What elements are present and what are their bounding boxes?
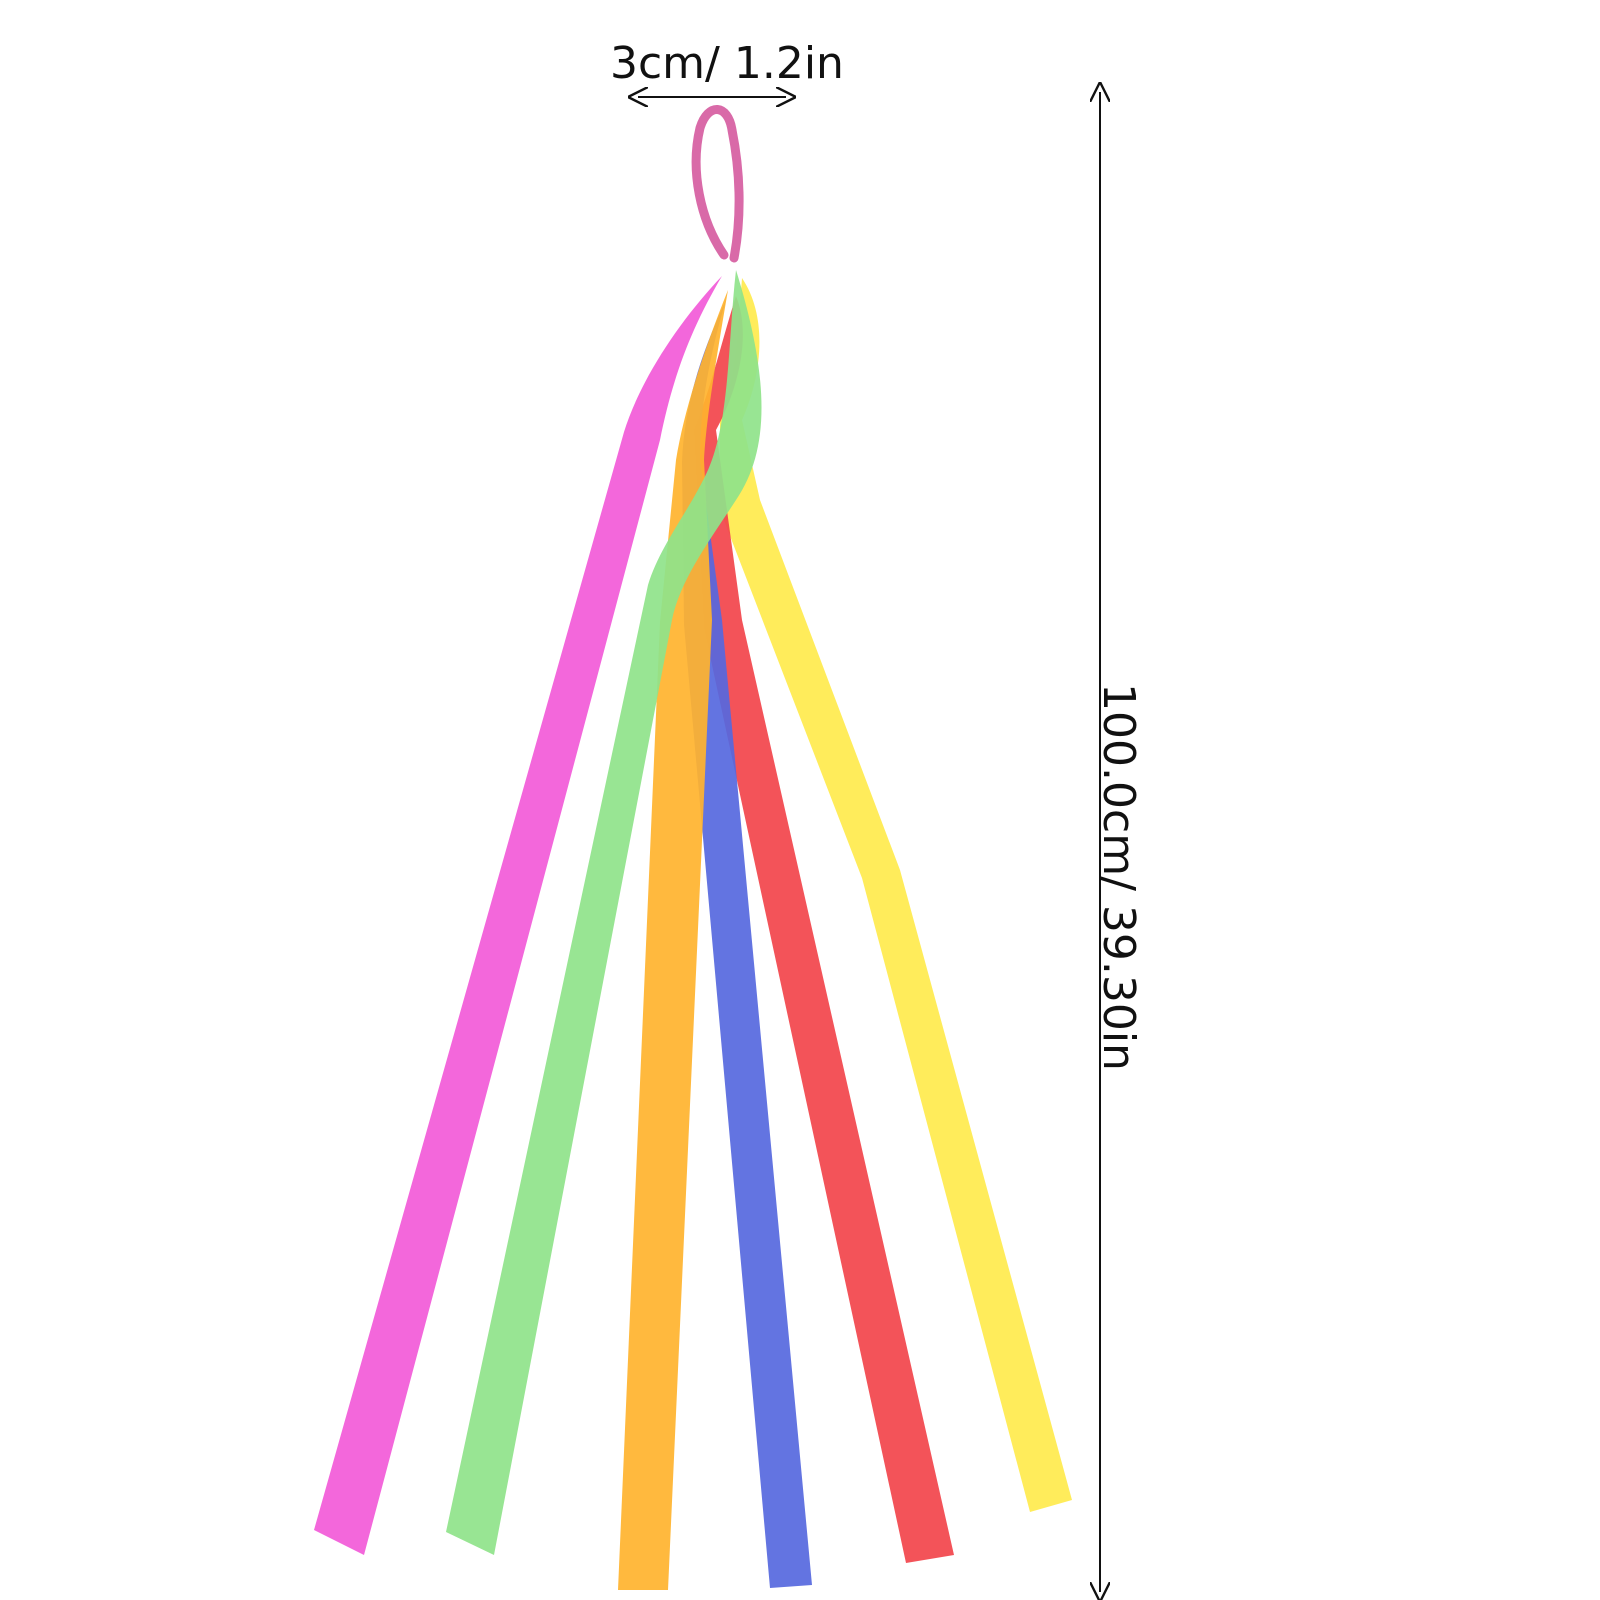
ribbon-green [446,270,762,1555]
ribbon-yellow [720,278,1072,1512]
length-dimension-label: 100.0cm/ 39.30in [1093,683,1144,1071]
ribbon-pink [314,276,722,1555]
hanging-loop [691,105,744,263]
ribbon-blue [682,300,812,1588]
width-dimension-label: 3cm/ 1.2in [610,38,844,89]
ribbon-group [314,270,1072,1590]
ribbon-orange [618,290,728,1590]
